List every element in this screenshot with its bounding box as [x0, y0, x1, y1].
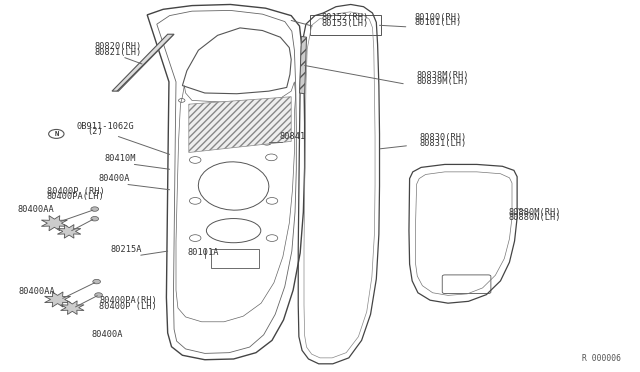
Circle shape: [95, 293, 102, 297]
Text: 80400PA(LH): 80400PA(LH): [47, 192, 104, 201]
Circle shape: [266, 235, 278, 241]
Circle shape: [189, 235, 201, 241]
Circle shape: [65, 229, 73, 234]
Text: 80830(RH): 80830(RH): [419, 133, 467, 142]
Text: 80400P (RH): 80400P (RH): [47, 187, 104, 196]
Text: 80400A: 80400A: [98, 174, 130, 183]
Circle shape: [53, 297, 62, 302]
FancyBboxPatch shape: [310, 15, 381, 35]
Polygon shape: [45, 292, 70, 307]
Circle shape: [93, 279, 100, 284]
Text: 80101A: 80101A: [188, 248, 220, 257]
Text: 80831(LH): 80831(LH): [419, 139, 467, 148]
Circle shape: [189, 198, 201, 204]
Text: N: N: [54, 131, 58, 137]
Text: 80838M(RH): 80838M(RH): [417, 71, 469, 80]
Circle shape: [68, 305, 76, 310]
Bar: [211, 249, 259, 268]
Text: 80400P (LH): 80400P (LH): [99, 302, 157, 311]
Circle shape: [189, 157, 201, 163]
Circle shape: [91, 217, 99, 221]
Polygon shape: [189, 97, 291, 153]
Polygon shape: [300, 36, 307, 94]
Text: 80400AA: 80400AA: [17, 205, 54, 214]
Text: 80400AA: 80400AA: [19, 287, 56, 296]
Polygon shape: [42, 216, 67, 231]
Text: 80400A: 80400A: [92, 330, 124, 339]
Text: 80101(LH): 80101(LH): [415, 18, 462, 27]
Circle shape: [179, 99, 185, 102]
Text: 80880M(RH): 80880M(RH): [508, 208, 561, 217]
Text: 80839M(LH): 80839M(LH): [417, 77, 469, 86]
Text: 80152(RH): 80152(RH): [322, 13, 369, 22]
Text: 80880N(LH): 80880N(LH): [508, 213, 561, 222]
Circle shape: [49, 129, 64, 138]
Polygon shape: [112, 34, 174, 91]
Text: 0B911-1062G: 0B911-1062G: [77, 122, 134, 131]
Text: 80215A: 80215A: [110, 245, 142, 254]
Text: 80100(RH): 80100(RH): [415, 13, 462, 22]
Polygon shape: [58, 225, 81, 238]
Text: (2): (2): [87, 127, 102, 136]
Text: 80410M: 80410M: [104, 154, 136, 163]
Circle shape: [266, 154, 277, 161]
Circle shape: [91, 207, 99, 211]
Circle shape: [262, 140, 271, 145]
Text: 80821(LH): 80821(LH): [95, 48, 142, 57]
Circle shape: [50, 221, 59, 226]
Text: 80400PA(RH): 80400PA(RH): [99, 296, 157, 305]
Text: 80153(LH): 80153(LH): [322, 19, 369, 28]
Polygon shape: [61, 301, 84, 314]
Circle shape: [266, 198, 278, 204]
Text: 80820(RH): 80820(RH): [95, 42, 142, 51]
Text: 80841: 80841: [280, 132, 307, 141]
Text: R 000006: R 000006: [582, 354, 621, 363]
